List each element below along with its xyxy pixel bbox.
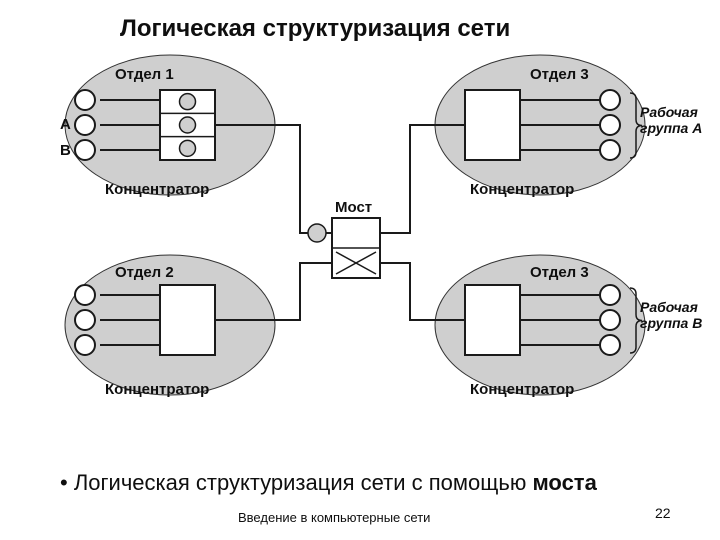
svg-text:Рабочаягруппа А: Рабочаягруппа А xyxy=(640,104,702,136)
svg-text:Отдел 1: Отдел 1 xyxy=(115,66,174,83)
svg-text:Концентратор: Концентратор xyxy=(470,381,574,398)
page-number: 22 xyxy=(655,505,671,521)
svg-text:Концентратор: Концентратор xyxy=(470,181,574,198)
bullet-content: Логическая структуризация сети с помощью… xyxy=(74,470,597,495)
svg-text:А: А xyxy=(60,116,71,133)
bullet-text: • Логическая структуризация сети с помощ… xyxy=(60,470,660,496)
svg-text:Отдел 3: Отдел 3 xyxy=(530,66,589,83)
slide-title: Логическая структуризация сети xyxy=(120,15,510,43)
svg-text:Мост: Мост xyxy=(335,199,372,216)
svg-text:Концентратор: Концентратор xyxy=(105,181,209,198)
footer-text: Введение в компьютерные сети xyxy=(238,510,430,525)
svg-text:Рабочаягруппа В: Рабочаягруппа В xyxy=(640,299,702,331)
svg-text:В: В xyxy=(60,142,71,159)
svg-text:Отдел 2: Отдел 2 xyxy=(115,264,174,281)
bullet-dot: • xyxy=(60,470,74,495)
svg-text:Концентратор: Концентратор xyxy=(105,381,209,398)
network-diagram: Отдел 1 Концентратор АВ Отдел 2 Концентратор… xyxy=(0,0,720,540)
svg-text:Отдел 3: Отдел 3 xyxy=(530,264,589,281)
